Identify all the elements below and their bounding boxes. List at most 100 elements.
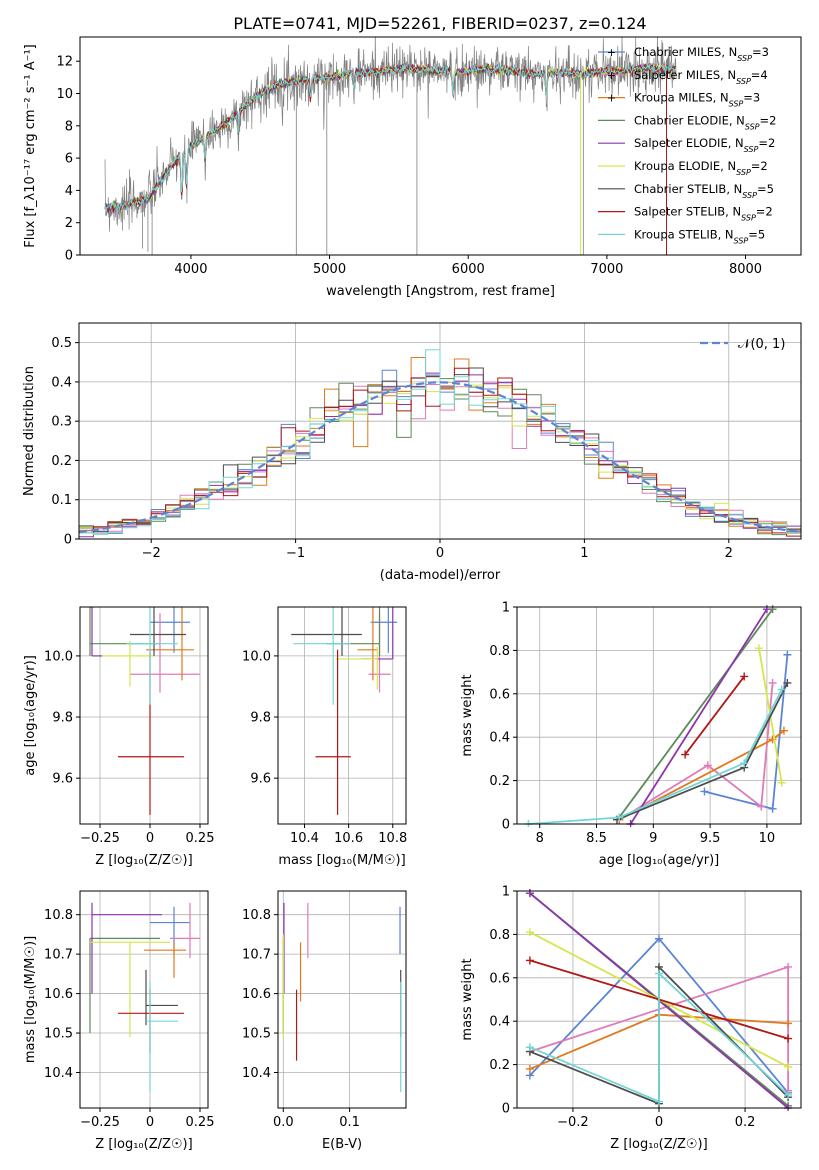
x-axis-label: age [log₁₀(age/yr)] — [599, 853, 720, 868]
weight-point-kroupa_miles — [784, 1019, 793, 1028]
weight-line-kroupa_stelib — [529, 971, 789, 1103]
legend-label-text: Salpeter ELODIE, N — [634, 136, 744, 150]
mass-vs-z-plot-area — [89, 902, 200, 1093]
weight-point-kroupa_elodie — [754, 644, 763, 653]
x-tick-label: 5000 — [313, 262, 346, 277]
weight-point-salpeter_miles — [784, 962, 793, 971]
legend-marker: + — [607, 69, 616, 82]
y-tick-label: 0.5 — [51, 336, 72, 351]
model-line-chabrier_elodie — [104, 63, 676, 213]
weight-line-kroupa_stelib — [528, 689, 783, 825]
model-line-salpeter_stelib — [104, 63, 677, 214]
legend-label-sub: SSP — [729, 99, 744, 108]
weight-point-kroupa_stelib — [655, 969, 663, 978]
y-tick-label: 12 — [56, 55, 73, 70]
weight-point-salpeter_stelib — [784, 1034, 793, 1043]
weight-point-salpeter_miles — [757, 802, 766, 811]
x-axis-label: Z [log₁₀(Z/Z☉)] — [95, 1137, 192, 1152]
x-tick-label: 0.2 — [735, 1115, 756, 1130]
legend-label: Kroupa STELIB, NSSP=5 — [634, 227, 765, 245]
y-axis-label: age [log₁₀(age/yr)] — [23, 655, 38, 776]
y-tick-label: 1 — [502, 601, 510, 616]
legend-label-sub: SSP — [737, 54, 752, 63]
y-tick-label: 10.5 — [242, 1027, 271, 1042]
weight-vs-age-panel: 8 8.5 9 9.5 10 0 0.2 0.4 0.6 0.8 1 age [log₁₀(age/y… — [460, 601, 802, 868]
y-tick-label: 0.2 — [489, 1058, 510, 1073]
legend-label-text: Chabrier ELODIE, N — [634, 113, 745, 127]
legend-label: Chabrier ELODIE, NSSP=2 — [634, 113, 776, 130]
y-tick-label: 10.7 — [242, 948, 271, 963]
y-tick-label: 10.7 — [44, 948, 73, 963]
x-tick-label: 0.0 — [273, 1115, 294, 1130]
x-axis-label: E(B-V) — [322, 1137, 362, 1152]
weight-line-salpeter_elodie — [629, 608, 768, 825]
x-tick-label: −0.25 — [80, 1115, 120, 1130]
model-line-salpeter_miles — [104, 63, 677, 211]
weight-point-kroupa_stelib — [777, 685, 786, 694]
y-tick-label: 0.2 — [489, 774, 510, 789]
x-tick-label: −1 — [286, 546, 305, 561]
legend-label-text: Chabrier STELIB, N — [634, 182, 742, 196]
legend-label: Salpeter STELIB, NSSP=2 — [634, 205, 773, 223]
legend-label-count: =3 — [752, 45, 769, 59]
y-tick-label: 10.8 — [44, 908, 73, 923]
x-tick-label: 0 — [436, 546, 444, 561]
weight-point-salpeter_stelib — [740, 672, 749, 681]
y-tick-label: 2 — [65, 216, 73, 231]
weight-point-kroupa_miles — [525, 1064, 534, 1073]
x-axis-label: mass [log₁₀(M/M☉)] — [278, 853, 405, 868]
x-tick-label: 0.25 — [186, 831, 215, 846]
y-tick-label: 0.4 — [489, 1015, 510, 1030]
weight-point-salpeter_miles — [703, 761, 712, 770]
y-tick-label: 0 — [65, 249, 73, 264]
legend-label-text: Chabrier MILES, N — [634, 45, 737, 59]
legend-label-text: Salpeter MILES, N — [634, 68, 736, 82]
weight-point-chabrier_miles — [655, 934, 663, 943]
y-tick-label: 0.1 — [51, 493, 72, 508]
legend-label: Kroupa MILES, NSSP=3 — [634, 91, 760, 109]
y-tick-label: 0 — [502, 818, 510, 833]
x-tick-label: 2 — [725, 546, 733, 561]
legend-label: Chabrier STELIB, NSSP=5 — [634, 182, 774, 200]
legend-label-count: =2 — [751, 159, 768, 173]
y-axis-label: mass weight — [460, 958, 475, 1040]
figure-title: PLATE=0741, MJD=52261, FIBERID=0237, z=0… — [233, 14, 646, 33]
legend-label-count: =2 — [758, 136, 775, 150]
legend-label-sub: SSP — [745, 122, 760, 131]
legend-label-sub: SSP — [734, 236, 749, 245]
age-vs-z-panel: −0.25 0 0.25 9.6 9.8 10.0 Z [log₁₀(Z/Z☉)] age [… — [23, 606, 215, 868]
weight-line-chabrier_elodie — [618, 608, 774, 819]
y-tick-label: 10.0 — [44, 649, 73, 664]
y-tick-label: 9.8 — [250, 711, 271, 726]
weight-point-chabrier_miles — [700, 787, 709, 796]
x-tick-label: −0.25 — [80, 831, 120, 846]
x-tick-label: 10.8 — [378, 831, 407, 846]
x-tick-label: 4000 — [174, 262, 207, 277]
legend-label-sub: SSP — [736, 76, 751, 85]
x-tick-label: 1 — [580, 546, 588, 561]
weight-point-kroupa_stelib — [615, 813, 624, 822]
model-line-kroupa_miles — [104, 62, 677, 211]
y-tick-label: 9.6 — [52, 772, 73, 787]
model-line-kroupa_elodie — [104, 62, 677, 212]
y-tick-label: 10.5 — [44, 1027, 73, 1042]
model-line-chabrier_stelib — [104, 63, 677, 211]
weight-point-chabrier_miles — [783, 650, 792, 659]
weight-point-kroupa_elodie — [525, 928, 534, 937]
legend-label-text: Kroupa MILES, N — [634, 91, 729, 105]
y-axis-label: Flux [f_λ10⁻¹⁷ erg cm⁻² s⁻¹ A⁻¹] — [23, 44, 38, 248]
x-tick-label: −2 — [142, 546, 161, 561]
observed-spectrum-line — [104, 37, 677, 232]
y-tick-label: 9.8 — [52, 711, 73, 726]
legend-label: Kroupa ELODIE, NSSP=2 — [634, 159, 768, 177]
panels-group: 4000 5000 6000 7000 8000024681012wavelength … — [22, 36, 802, 1152]
histogram-step-kroupa_stelib — [79, 349, 801, 538]
x-tick-label: 10.4 — [290, 831, 319, 846]
y-axis-label: mass [log₁₀(M/M☉)] — [23, 936, 38, 1063]
y-tick-label: 0.4 — [51, 375, 72, 390]
x-tick-label: 0 — [146, 831, 154, 846]
spectrum-legend: + Chabrier MILES, NSSP=3+ Salpeter MILES, … — [598, 45, 776, 245]
y-tick-label: 0 — [64, 533, 72, 548]
weight-point-kroupa_elodie — [777, 778, 786, 787]
legend-label-text: Kroupa STELIB, N — [634, 227, 734, 241]
